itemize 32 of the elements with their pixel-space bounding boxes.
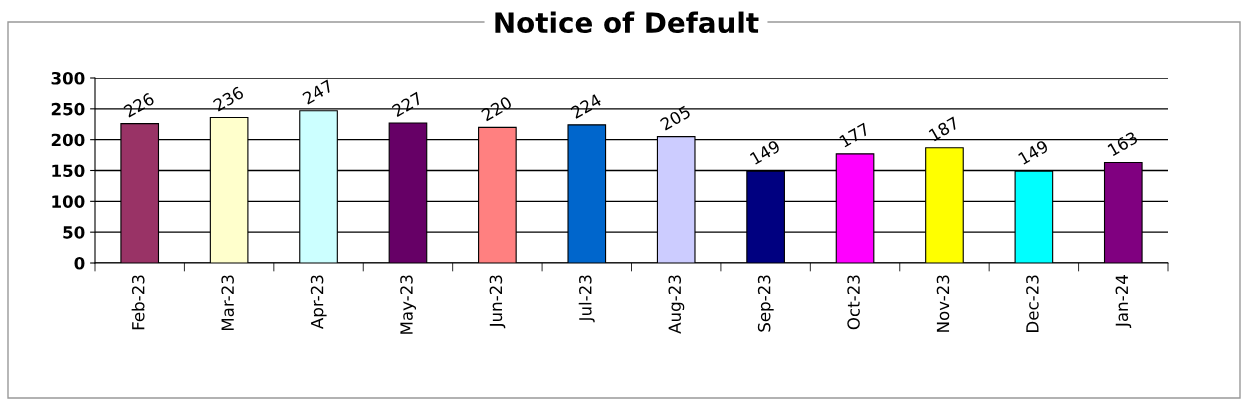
data-label: 149 (1017, 139, 1050, 165)
x-tick-label: Dec-23 (1026, 275, 1039, 332)
y-tick-label: 300 (51, 71, 85, 85)
data-label: 163 (1107, 131, 1139, 157)
data-label: 227 (391, 91, 423, 117)
data-label: 220 (480, 95, 513, 122)
y-tick-label: 100 (52, 195, 85, 208)
x-tick-label: Feb-23 (131, 275, 145, 330)
data-label: 247 (301, 79, 334, 105)
data-label: 187 (928, 116, 960, 142)
x-tick-label: Nov-23 (936, 275, 950, 332)
data-label: 177 (839, 122, 870, 148)
x-tick-label: Oct-23 (847, 275, 860, 330)
x-tick-label: Aug-23 (668, 275, 685, 334)
chart-title: Notice of Default (495, 11, 759, 34)
x-tick-label: Sep-23 (757, 275, 774, 332)
y-tick-label: 50 (63, 226, 85, 239)
x-tick-label: May-23 (400, 275, 417, 334)
x-tick-label: Jan-24 (1115, 275, 1132, 328)
y-tick-label: 150 (52, 164, 85, 178)
data-label: 236 (212, 85, 245, 112)
y-tick-label: 0 (74, 256, 85, 270)
y-tick-label: 250 (51, 102, 85, 116)
x-tick-label: Jul-23 (578, 275, 595, 323)
x-tick-label: Mar-23 (221, 275, 234, 331)
y-tick-label: 200 (51, 133, 85, 147)
x-tick-label: Jun-23 (489, 275, 506, 329)
data-label: 224 (570, 93, 603, 119)
data-label: 149 (749, 139, 781, 165)
data-label: 205 (659, 105, 692, 131)
x-tick-label: Apr-23 (310, 275, 327, 329)
data-label: 226 (123, 92, 155, 118)
